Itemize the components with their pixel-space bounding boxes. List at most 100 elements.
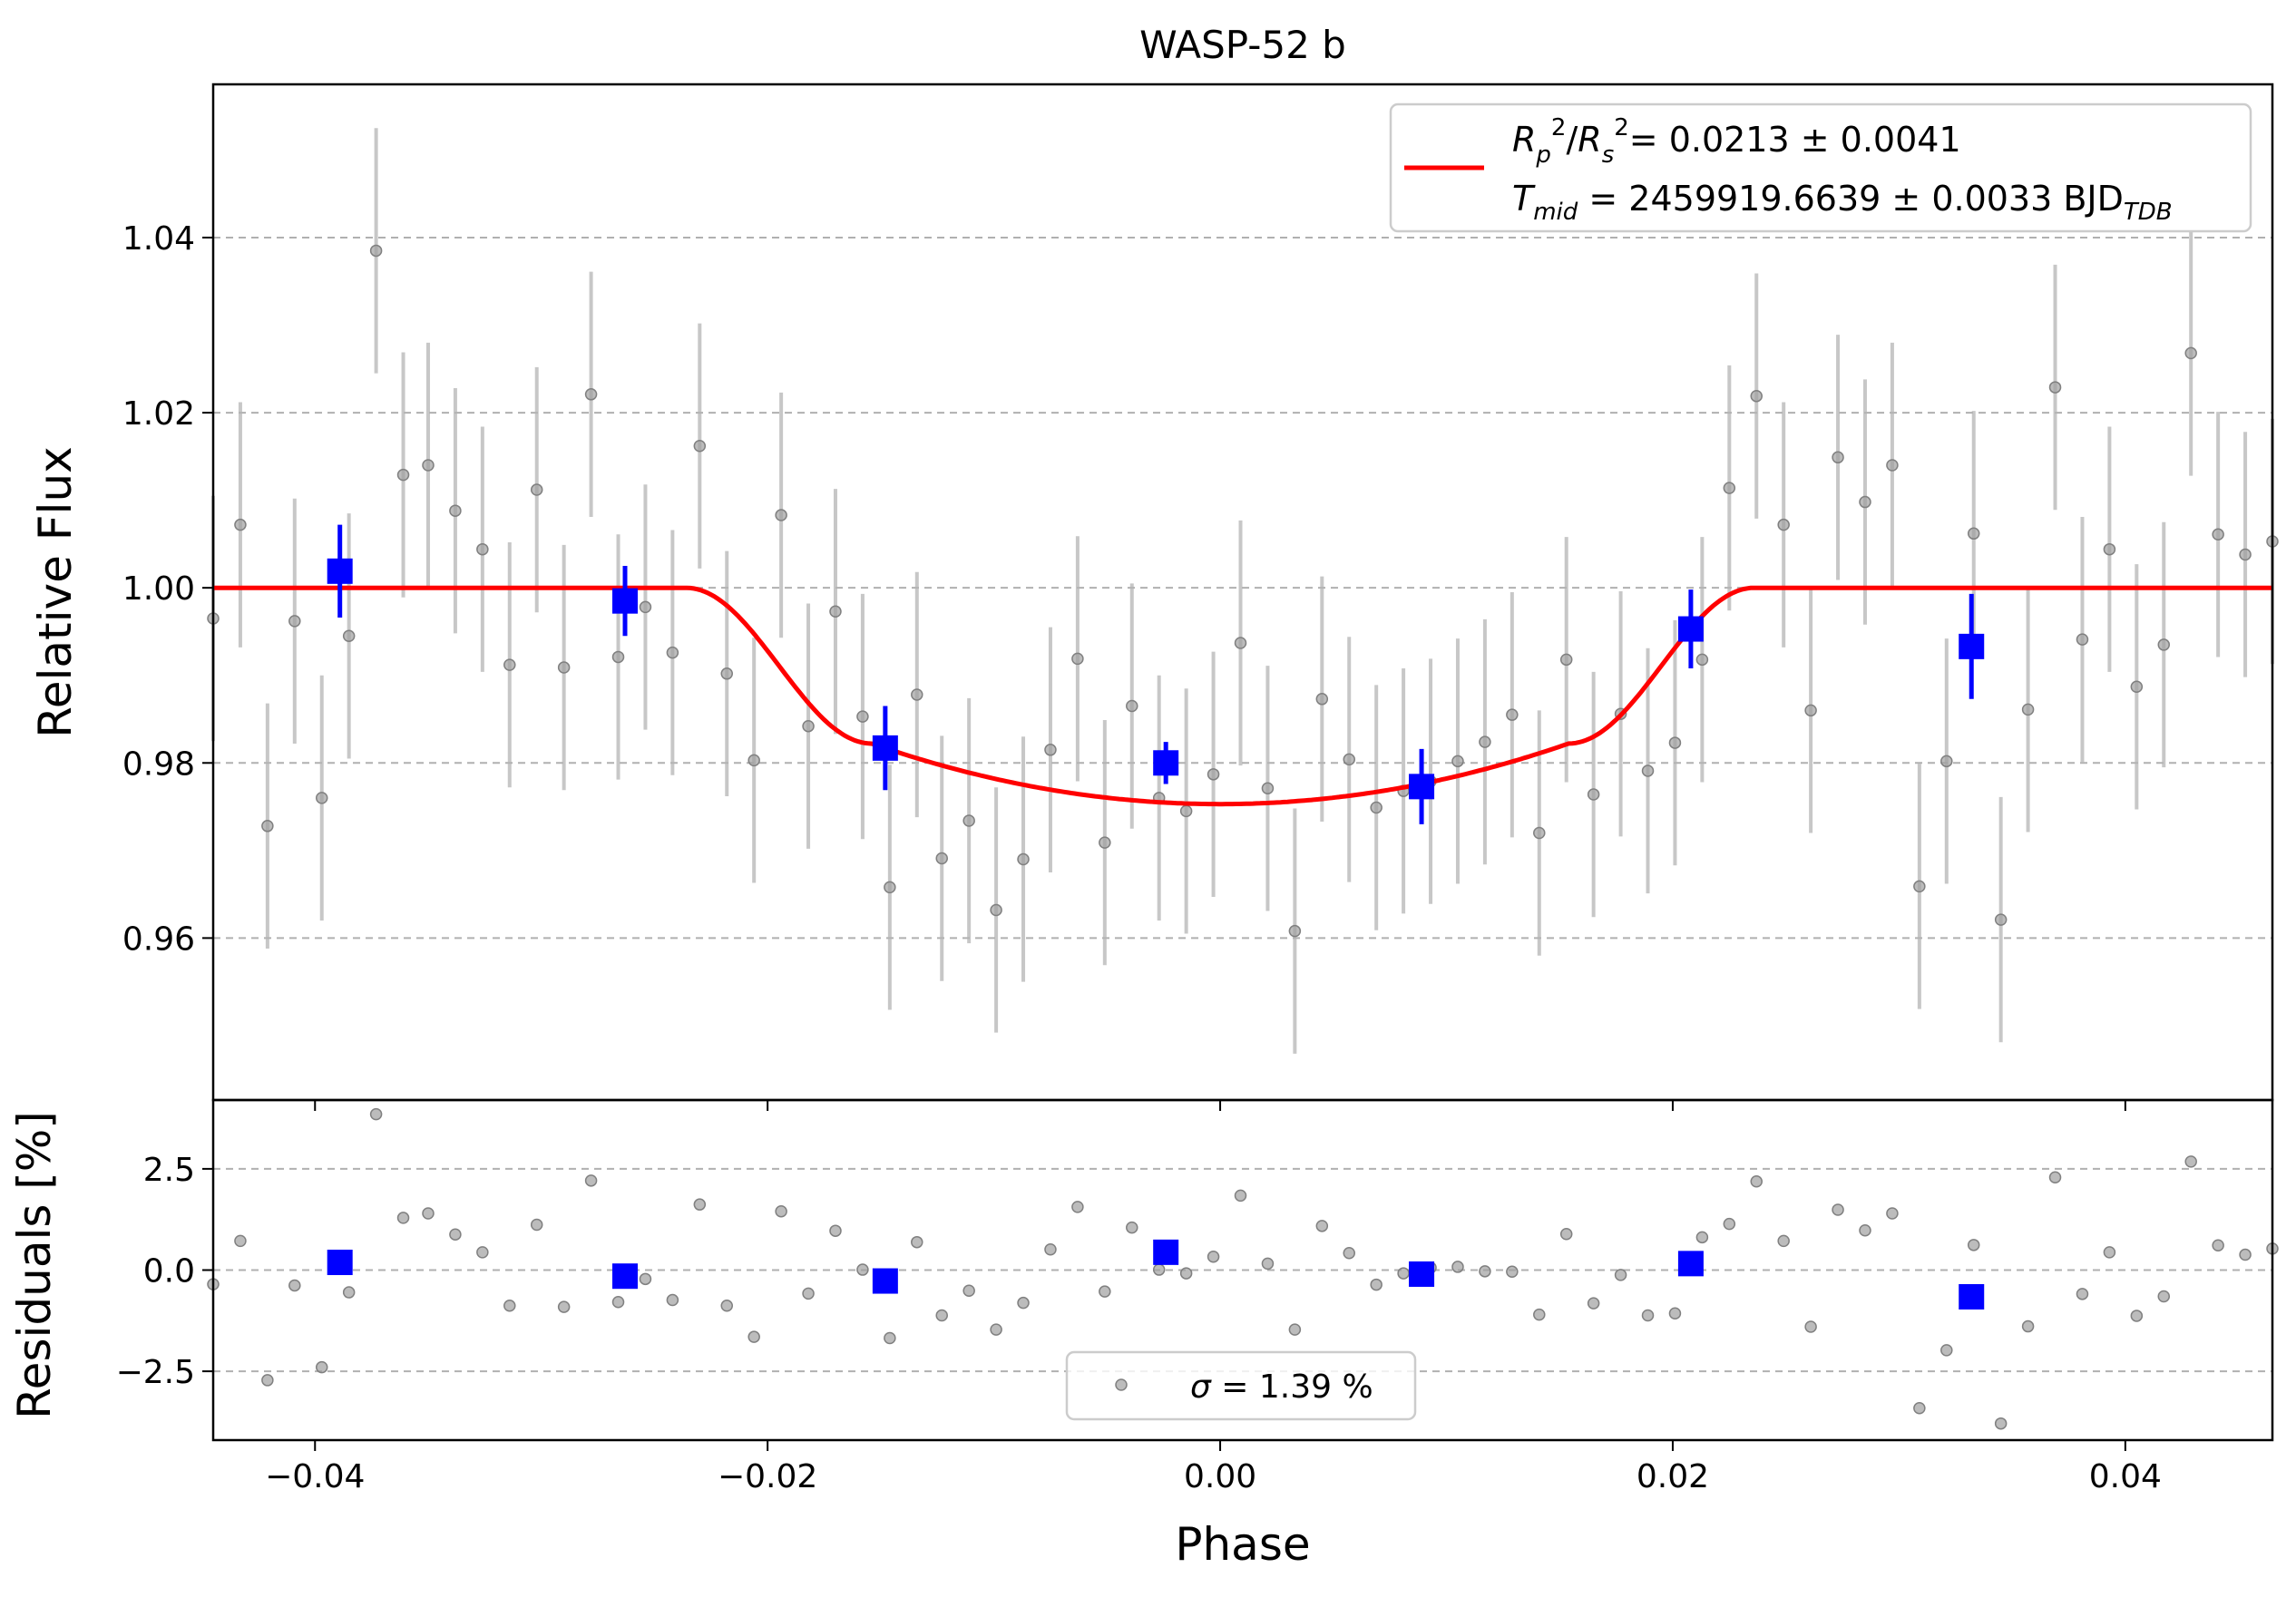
flux-point <box>503 658 516 671</box>
residual-point <box>1614 1269 1627 1281</box>
residual-legend: σ = 1.39 % <box>1065 1350 1417 1421</box>
flux-point <box>1587 788 1600 801</box>
flux-point <box>1288 924 1302 938</box>
flux-point <box>639 600 652 614</box>
residual-binned-points <box>327 1239 1985 1310</box>
flux-point <box>1832 451 1844 464</box>
residual-point <box>2239 1248 2252 1261</box>
legend-radius-ratio: Rp2/Rs2= 0.0213 ± 0.0041 <box>1512 114 1961 169</box>
residual-point <box>829 1224 842 1237</box>
flux-y-tick-label: 0.96 <box>122 920 195 958</box>
flux-point <box>1750 389 1764 403</box>
flux-point <box>530 483 543 496</box>
residual-point <box>962 1284 975 1298</box>
residual-y-tick-label: 0.0 <box>143 1253 195 1290</box>
flux-point <box>884 881 896 894</box>
residual-point <box>1370 1278 1382 1291</box>
residual-point <box>935 1309 948 1322</box>
residual-point <box>261 1374 274 1387</box>
flux-point <box>693 440 707 453</box>
flux-point <box>1071 652 1084 666</box>
flux-point <box>1479 735 1491 748</box>
residual-point <box>1533 1308 1546 1321</box>
residual-point <box>611 1296 625 1309</box>
residual-point <box>1071 1201 1084 1213</box>
residual-point <box>1886 1207 1899 1220</box>
residual-x-tick-label: −0.02 <box>718 1458 817 1495</box>
residual-point <box>503 1300 516 1312</box>
residual-point <box>1559 1228 1573 1241</box>
residual-binned-point <box>327 1250 353 1276</box>
flux-point <box>666 646 679 659</box>
residual-point <box>856 1263 869 1276</box>
flux-point <box>1044 744 1057 756</box>
flux-y-tick-label: 1.00 <box>122 570 195 608</box>
flux-point <box>1261 782 1275 795</box>
flux-point <box>1994 913 2008 926</box>
residual-x-tick-label: 0.04 <box>2089 1458 2162 1495</box>
residual-point <box>1641 1309 1655 1322</box>
flux-point <box>2212 528 2224 541</box>
residual-point <box>1207 1251 1220 1263</box>
flux-point <box>1913 880 1926 893</box>
flux-point <box>288 615 301 628</box>
residual-point <box>1832 1203 1844 1216</box>
transit-model-curve <box>213 585 2272 807</box>
residual-binned-point <box>612 1263 638 1290</box>
residual-y-tick-label: 2.5 <box>143 1152 195 1189</box>
residual-point <box>1940 1344 1953 1357</box>
residual-point <box>1967 1239 1980 1251</box>
residual-point <box>1859 1224 1871 1237</box>
flux-point <box>1859 495 1871 509</box>
flux-point <box>1179 804 1193 818</box>
residual-point <box>1723 1217 1736 1231</box>
flux-point <box>1370 801 1382 814</box>
residual-point <box>2157 1290 2171 1303</box>
flux-point <box>369 244 383 258</box>
residual-point <box>693 1198 707 1211</box>
flux-binned-point <box>1409 774 1435 800</box>
residual-point <box>342 1286 356 1299</box>
flux-point <box>720 667 734 680</box>
residual-point <box>911 1235 923 1249</box>
residual-binned-point <box>1409 1261 1435 1287</box>
residual-point <box>1994 1417 2008 1430</box>
residual-point <box>557 1300 571 1313</box>
residual-point <box>2184 1155 2197 1168</box>
flux-point <box>1207 768 1220 781</box>
residual-point <box>1587 1297 1600 1310</box>
residual-point <box>884 1331 896 1345</box>
flux-point <box>2184 346 2197 360</box>
residual-point <box>1126 1221 1138 1234</box>
flux-point <box>1451 755 1464 768</box>
flux-point <box>1804 704 1817 717</box>
flux-binned-point <box>1677 616 1704 642</box>
residual-point <box>666 1293 679 1307</box>
flux-y-tick-label: 1.02 <box>122 395 195 433</box>
residual-point <box>1315 1220 1329 1232</box>
residual-point <box>1913 1401 1926 1415</box>
residual-point <box>1668 1307 1682 1320</box>
flux-point <box>611 650 625 664</box>
chart-title: WASP-52 b <box>1139 23 1346 67</box>
residual-point <box>369 1107 383 1121</box>
flux-point <box>557 661 571 674</box>
residual-binned-point <box>1677 1251 1704 1277</box>
flux-legend: Rp2/Rs2= 0.0213 ± 0.0041 Tmid = 2459919.… <box>1389 102 2252 233</box>
flux-point <box>1695 653 1709 667</box>
flux-point <box>1126 699 1138 713</box>
flux-point <box>1723 482 1736 494</box>
residual-point <box>449 1228 462 1241</box>
flux-point <box>775 509 787 521</box>
flux-legend-box <box>1389 102 2252 233</box>
flux-point <box>802 719 815 733</box>
flux-point <box>1017 852 1030 866</box>
flux-point <box>476 542 489 556</box>
residual-point <box>476 1246 489 1259</box>
flux-point <box>2103 542 2116 556</box>
flux-point <box>962 814 975 827</box>
flux-point <box>1668 736 1682 749</box>
flux-point <box>935 852 948 865</box>
